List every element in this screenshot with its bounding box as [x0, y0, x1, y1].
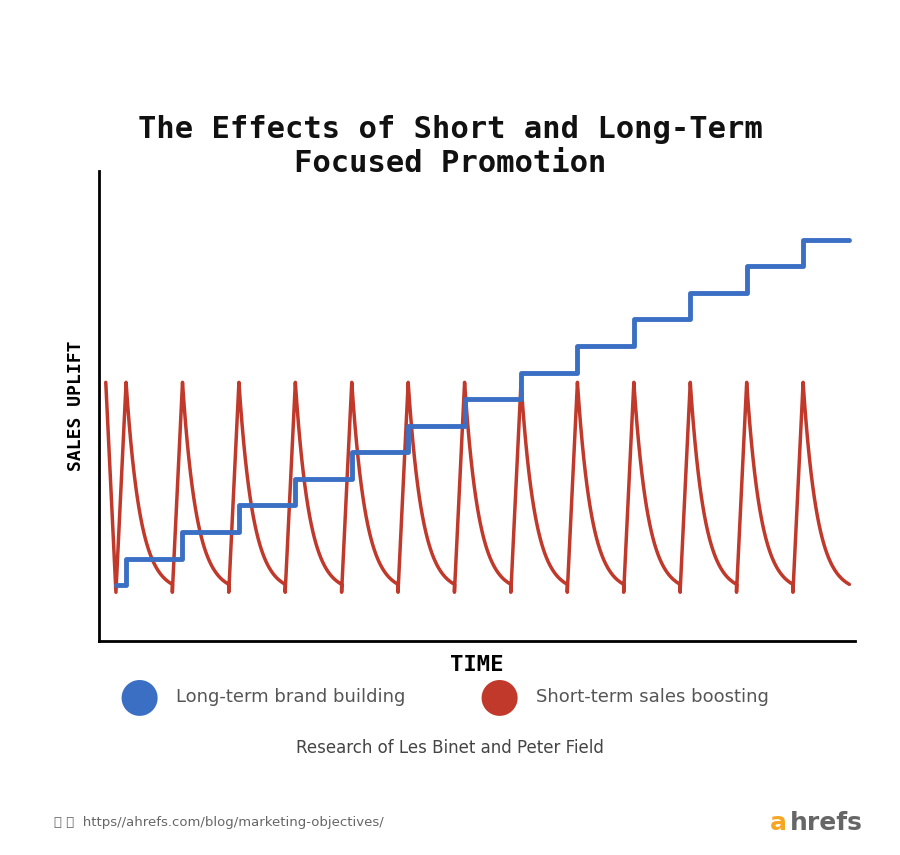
X-axis label: TIME: TIME — [450, 655, 504, 675]
Text: Short-term sales boosting: Short-term sales boosting — [536, 687, 769, 706]
Text: ●: ● — [119, 675, 160, 719]
Text: Ⓒ ⓘ  https//ahrefs.com/blog/marketing-objectives/: Ⓒ ⓘ https//ahrefs.com/blog/marketing-obj… — [54, 816, 383, 829]
Text: Long-term brand building: Long-term brand building — [176, 687, 405, 706]
Text: Research of Les Binet and Peter Field: Research of Les Binet and Peter Field — [296, 739, 604, 758]
Text: hrefs: hrefs — [790, 811, 863, 834]
Y-axis label: SALES UPLIFT: SALES UPLIFT — [68, 341, 86, 471]
Text: a: a — [770, 811, 787, 834]
Text: ●: ● — [479, 675, 520, 719]
Text: The Effects of Short and Long-Term
Focused Promotion: The Effects of Short and Long-Term Focus… — [138, 115, 762, 178]
